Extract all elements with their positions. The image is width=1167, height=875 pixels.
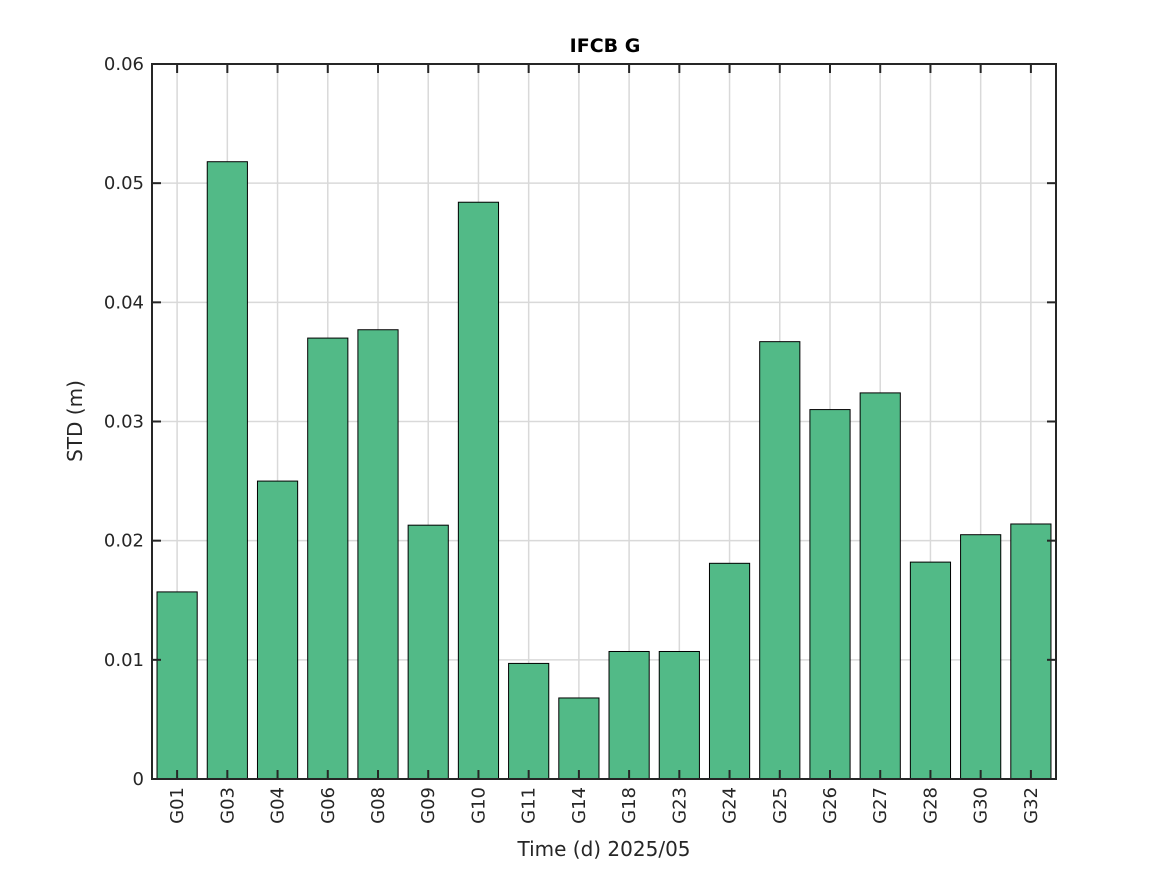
x-tick-label: G09 xyxy=(418,787,439,824)
x-tick-label: G10 xyxy=(468,787,489,824)
x-tick-label: G24 xyxy=(720,787,741,824)
bar-g23 xyxy=(658,650,700,780)
x-tick-label: G04 xyxy=(268,787,289,824)
x-axis-label: Time (d) 2025/05 xyxy=(516,837,690,861)
x-tick-label: G23 xyxy=(669,787,690,824)
bar-g18 xyxy=(608,650,650,780)
bar-g08 xyxy=(357,329,399,780)
bar-layer xyxy=(156,161,1052,780)
bar-g09 xyxy=(407,524,449,780)
bar-g04 xyxy=(256,480,299,780)
bar-g27 xyxy=(859,392,901,780)
chart-title: IFCB G xyxy=(570,35,641,57)
bar-g25 xyxy=(759,341,801,780)
bar-g11 xyxy=(508,662,550,780)
x-tick-label: G11 xyxy=(519,787,540,824)
y-tick-label: 0.02 xyxy=(104,531,144,552)
y-tick-label: 0.03 xyxy=(104,412,144,433)
x-tick-label: G01 xyxy=(167,787,188,824)
bar-g01 xyxy=(156,591,198,780)
y-tick-label: 0.05 xyxy=(104,173,144,194)
x-tick-label: G18 xyxy=(619,787,640,824)
bar-g06 xyxy=(307,337,349,780)
x-tick-label: G14 xyxy=(569,787,590,824)
y-tick-label: 0.01 xyxy=(104,650,144,671)
x-tick-label: G03 xyxy=(217,787,238,824)
x-tick-label: G27 xyxy=(870,787,891,824)
tick-layer: 0 0.01 0.02 0.03 0.04 0.05 0.06 G01 G03 G04 G06 G08… xyxy=(104,54,1056,824)
y-tick-label: 0.04 xyxy=(104,292,144,313)
y-axis-label: STD (m) xyxy=(63,380,87,462)
bar-g32 xyxy=(1010,523,1052,780)
bar-g28 xyxy=(909,561,952,780)
y-tick-label: 0 xyxy=(133,769,144,790)
x-tick-label: G08 xyxy=(368,787,389,824)
x-tick-label: G26 xyxy=(820,787,841,824)
bar-g14 xyxy=(558,697,600,780)
bar-g10 xyxy=(457,201,500,780)
x-tick-label: G32 xyxy=(1021,787,1042,824)
bar-g26 xyxy=(809,409,851,780)
x-tick-label: G25 xyxy=(770,787,791,824)
x-tick-label: G28 xyxy=(920,787,941,824)
bar-g24 xyxy=(708,562,751,780)
bar-g30 xyxy=(960,534,1002,780)
x-tick-label: G30 xyxy=(971,787,992,824)
x-tick-label: G06 xyxy=(318,787,339,824)
bar-g03 xyxy=(206,161,248,780)
y-tick-label: 0.06 xyxy=(104,54,144,75)
